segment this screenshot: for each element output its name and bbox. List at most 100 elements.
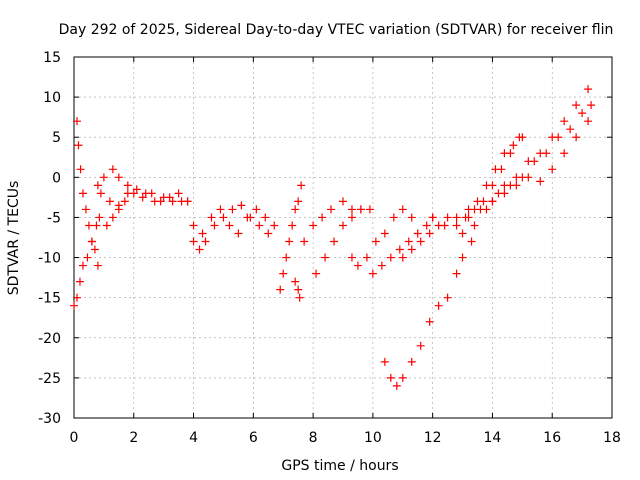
x-axis-label: GPS time / hours (281, 458, 398, 474)
data-point (443, 293, 452, 302)
data-point (560, 117, 569, 126)
data-point (93, 261, 102, 270)
data-point (458, 229, 467, 238)
data-point (132, 185, 141, 194)
data-point (159, 193, 168, 202)
data-point (365, 205, 374, 214)
data-point (300, 237, 309, 246)
data-point (386, 253, 395, 262)
data-point (243, 213, 252, 222)
y-tick-label: -20 (38, 331, 61, 347)
y-axis-label: SDTVAR / TECUs (6, 181, 22, 296)
y-tick-label: -5 (47, 210, 61, 226)
data-point (380, 357, 389, 366)
x-tick-label: 6 (249, 430, 258, 446)
data-point (114, 205, 123, 214)
data-point (276, 285, 285, 294)
data-point (470, 221, 479, 230)
y-tick-label: -10 (38, 251, 61, 267)
ticks-layer: 0 2 4 6 8 10 12 14 16 18 -30 -25 -20 -15 -10 -5 0 5 10 15 (38, 50, 621, 446)
data-point (96, 189, 105, 198)
data-point (285, 237, 294, 246)
data-point (404, 237, 413, 246)
data-point (321, 253, 330, 262)
data-point (78, 261, 87, 270)
series-s15 (398, 133, 524, 262)
data-point (105, 197, 114, 206)
series-s1 (70, 213, 104, 310)
data-point (279, 269, 288, 278)
data-point (216, 205, 225, 214)
points-layer (70, 85, 596, 390)
data-point (264, 229, 273, 238)
data-point (255, 221, 264, 230)
x-tick-label: 18 (603, 430, 621, 446)
data-point (425, 317, 434, 326)
data-point (587, 101, 596, 110)
series-s16 (428, 133, 527, 230)
data-point (458, 253, 467, 262)
data-point (207, 213, 216, 222)
data-point (548, 133, 557, 142)
plot-frame (73, 56, 613, 419)
data-point (76, 165, 85, 174)
data-point (330, 237, 339, 246)
data-point (584, 117, 593, 126)
data-point (294, 197, 303, 206)
data-point (288, 221, 297, 230)
data-point (584, 85, 593, 94)
data-point (252, 205, 261, 214)
data-point (141, 189, 150, 198)
data-point (92, 221, 101, 230)
data-point (201, 237, 210, 246)
data-point (407, 245, 416, 254)
y-tick-label: -15 (38, 291, 61, 307)
data-point (464, 213, 473, 222)
data-point (261, 213, 270, 222)
series-s10 (309, 197, 374, 230)
data-point (87, 237, 96, 246)
data-point (210, 221, 219, 230)
series-s11 (312, 205, 365, 278)
data-point (395, 245, 404, 254)
data-point (237, 201, 246, 210)
data-point (123, 189, 132, 198)
data-point (371, 237, 380, 246)
data-point (295, 293, 304, 302)
data-point (327, 205, 336, 214)
data-point (84, 221, 93, 230)
data-point (168, 197, 177, 206)
data-point (452, 221, 461, 230)
data-point (78, 189, 87, 198)
data-point (120, 197, 129, 206)
chart-title: Day 292 of 2025, Sidereal Day-to-day VTE… (59, 22, 614, 38)
data-point (294, 285, 303, 294)
x-tick-label: 10 (364, 430, 382, 446)
data-point (347, 213, 356, 222)
series-s7 (189, 205, 279, 246)
data-point (380, 229, 389, 238)
data-point (392, 381, 401, 390)
data-point (99, 173, 108, 182)
data-point (198, 229, 207, 238)
data-point (398, 253, 407, 262)
data-point (318, 213, 327, 222)
data-point (309, 221, 318, 230)
data-point (312, 269, 321, 278)
data-point (500, 189, 509, 198)
y-tick-label: 15 (43, 50, 61, 66)
data-point (368, 269, 377, 278)
data-point (428, 213, 437, 222)
series-s2 (72, 117, 102, 270)
data-point (225, 221, 234, 230)
series-s9 (291, 277, 304, 302)
data-point (425, 229, 434, 238)
data-point (566, 125, 575, 134)
data-point (93, 181, 102, 190)
data-point (518, 133, 527, 142)
x-tick-label: 2 (129, 430, 138, 446)
data-point (434, 301, 443, 310)
x-tick-label: 16 (543, 430, 561, 446)
data-point (572, 133, 581, 142)
